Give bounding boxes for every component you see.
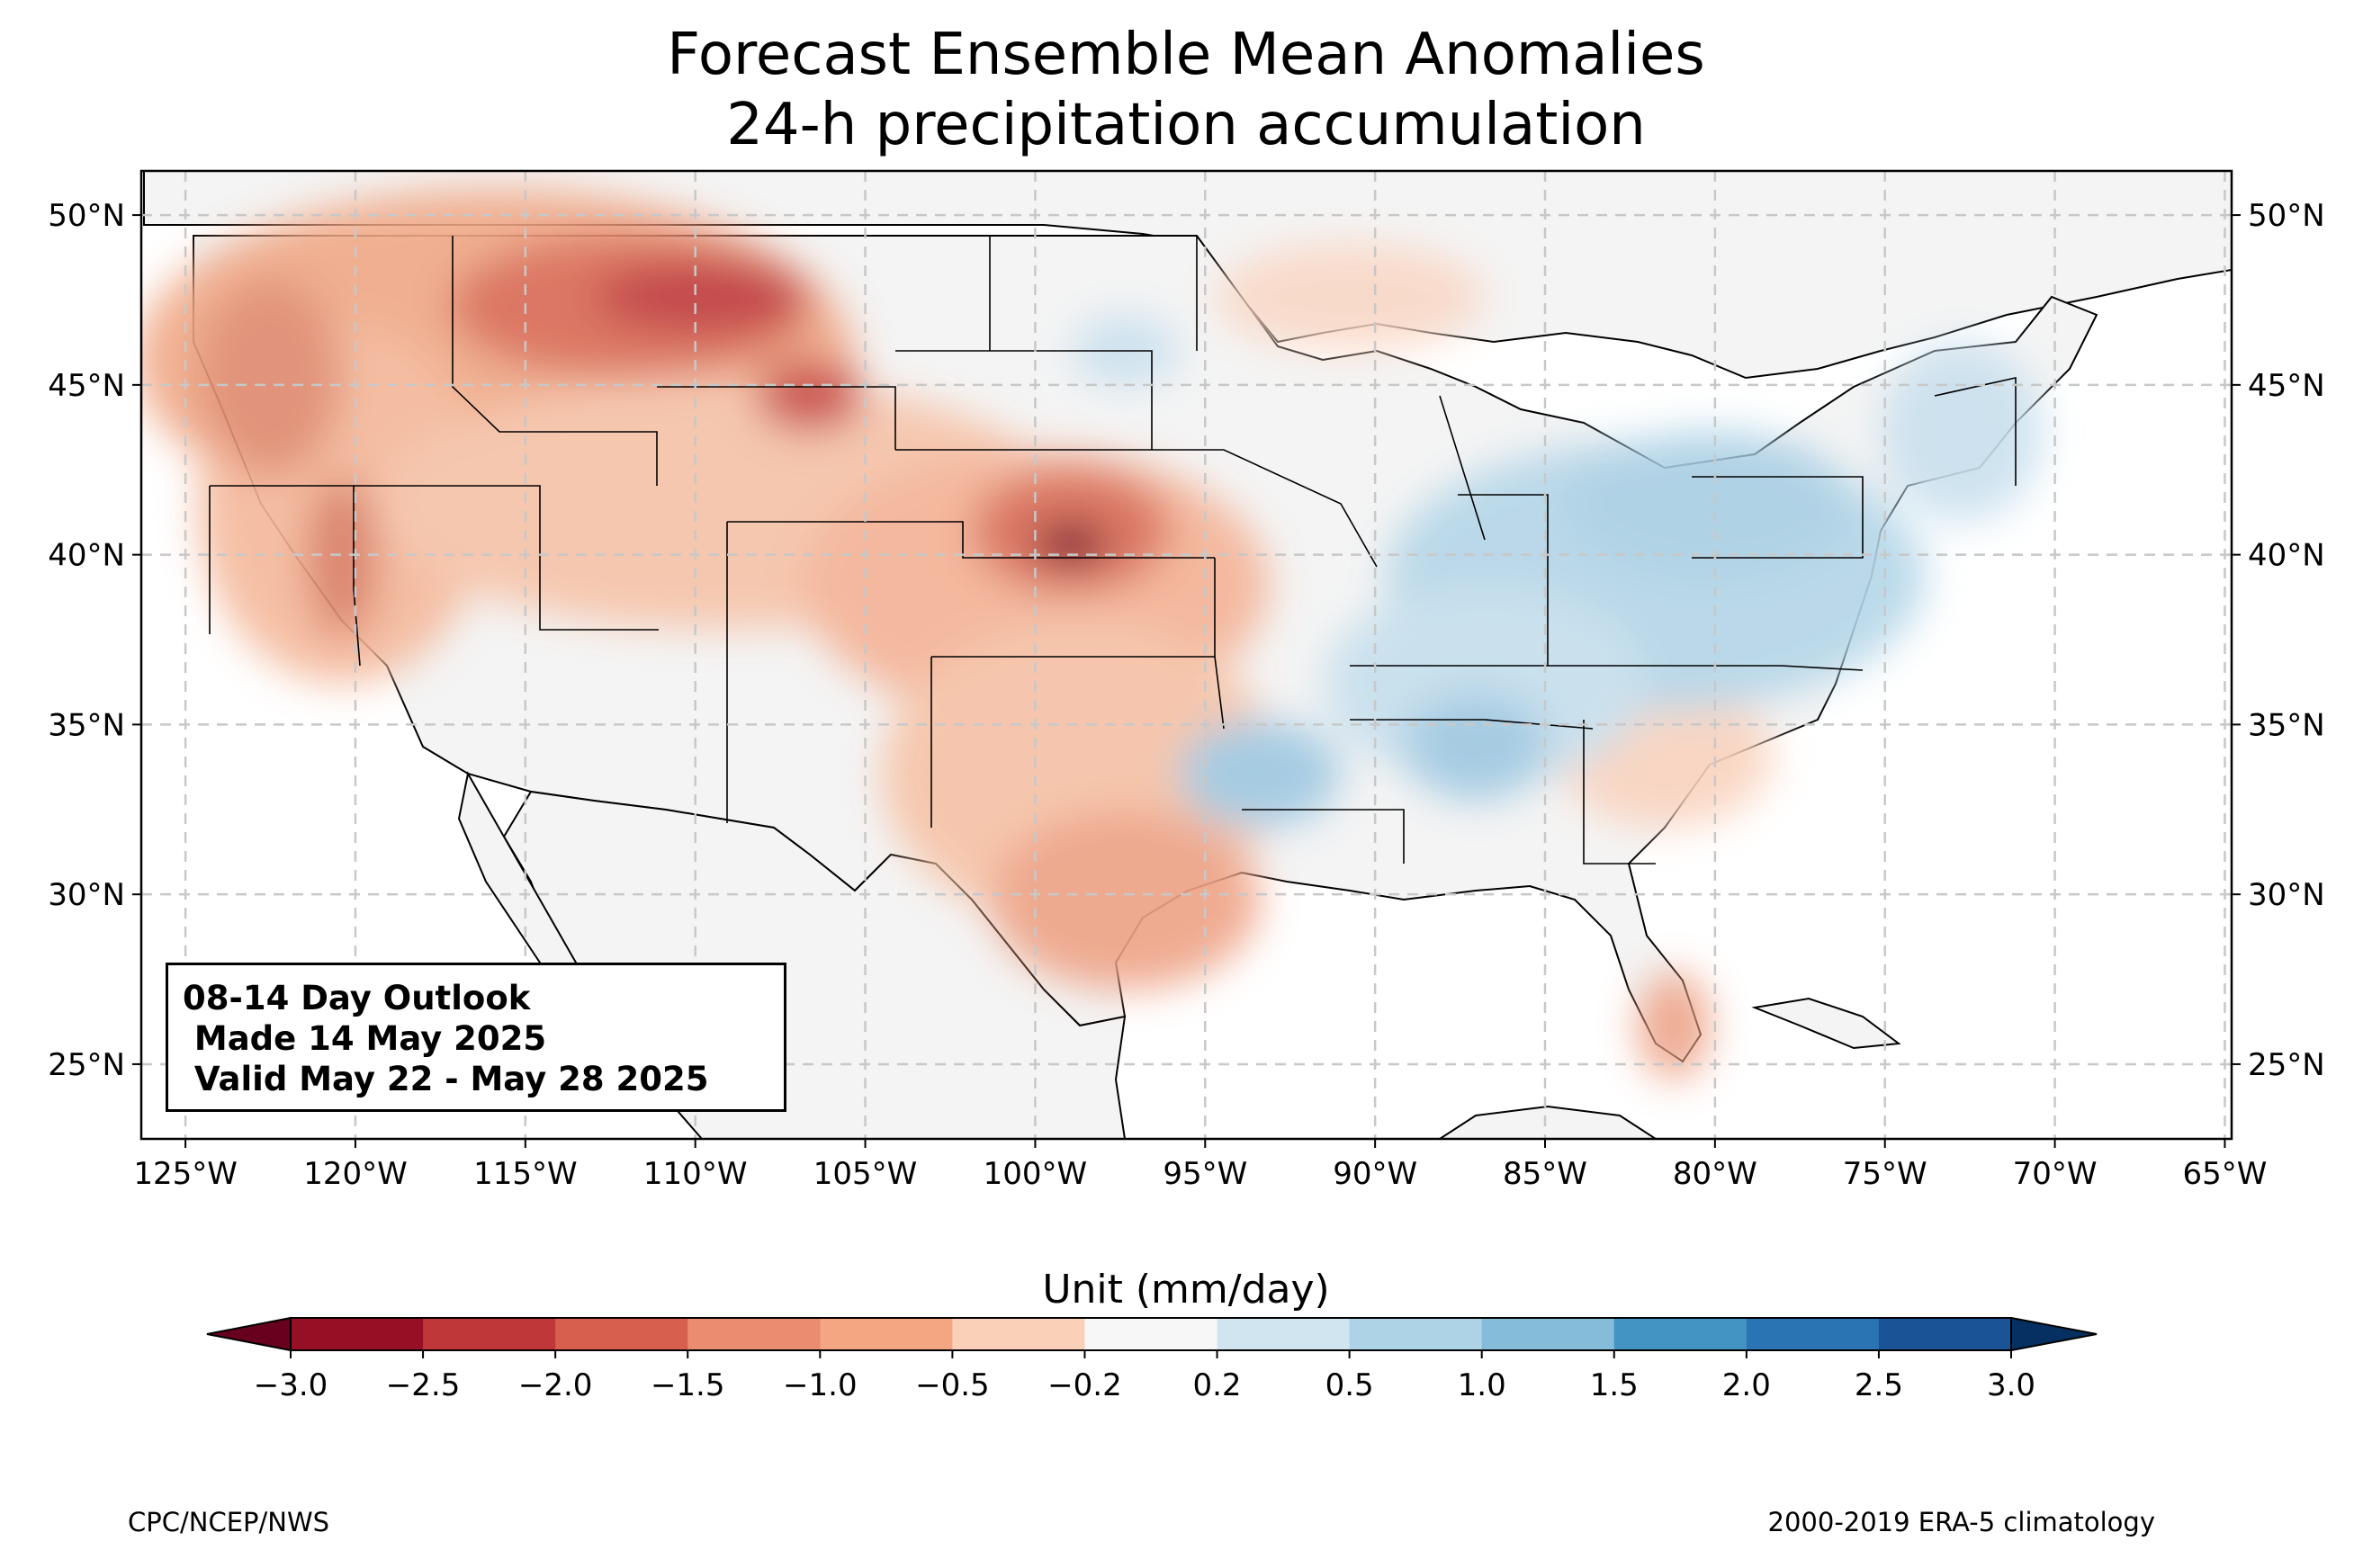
outlook-info-box: 08-14 Day Outlook Made 14 May 2025 Valid… [166,963,786,1112]
lat-tick-label-left: 25°N [48,1047,125,1083]
colorbar-segment [1084,1318,1218,1350]
lon-tick-label: 80°W [1673,1156,1757,1192]
colorbar-outline [290,1317,2012,1351]
colorbar-segment [952,1318,1085,1350]
grid-lines [141,171,2232,1139]
colorbar: −3.0 −2.5 −2.0 −1.5 −1.0 −0.5 −0.2 0.2 0.5 1.0 1.5… [206,1316,2098,1403]
outlook-line-1: 08-14 Day Outlook [183,979,531,1017]
colorbar-over-arrow [2010,1316,2098,1352]
title-line-2: 24-h precipitation accumulation [726,92,1646,158]
colorbar-tick-label: 0.5 [1325,1367,1374,1403]
lat-tick-label-left: 45°N [48,368,125,404]
latitude-ticks: 50°N 50°N 45°N 45°N 40°N 40°N 35°N 35°N 30°N 30°N… [48,198,2324,1083]
lon-tick-label: 90°W [1333,1156,1417,1192]
footer-source: CPC/NCEP/NWS [128,1507,330,1537]
lon-tick-label: 120°W [303,1156,408,1192]
colorbar-segment [1613,1318,1748,1350]
colorbar-segment [291,1318,424,1350]
lon-tick-label: 95°W [1163,1156,1247,1192]
lon-tick-label: 105°W [813,1156,918,1192]
lon-tick-label: 115°W [473,1156,578,1192]
colorbar-tick-label: −0.5 [915,1367,990,1403]
lon-tick-label: 125°W [133,1156,238,1192]
colorbar-tick-label: 2.0 [1722,1367,1771,1403]
colorbar-segment [687,1318,821,1350]
colorbar-segment [820,1318,953,1350]
lon-tick-label: 100°W [984,1156,1088,1192]
colorbar-segment [1349,1318,1483,1350]
lat-tick-label-right: 30°N [2248,877,2325,913]
lat-tick-label-left: 30°N [48,877,125,913]
colorbar-segment [423,1318,556,1350]
colorbar-tick-label: −1.0 [783,1367,858,1403]
colorbar-tick-label: −3.0 [254,1367,328,1403]
map-frame [139,169,2233,1141]
colorbar-tick-label: −1.5 [651,1367,725,1403]
lat-tick-label-right: 35°N [2248,707,2325,743]
colorbar-tick-label: 2.5 [1855,1367,1903,1403]
anomaly-field [141,189,2043,1080]
state-borders [209,236,2017,865]
lon-tick-label: 85°W [1503,1156,1587,1192]
lat-tick-label-left: 40°N [48,538,125,574]
yucatan-land [1438,1105,1658,1139]
lat-tick-label-left: 50°N [48,198,125,234]
lat-tick-label-left: 35°N [48,707,125,743]
colorbar-segment [1746,1318,1880,1350]
colorbar-tick-label: 0.2 [1192,1367,1241,1403]
lon-tick-label: 110°W [643,1156,748,1192]
lat-tick-label-right: 50°N [2248,198,2325,234]
lon-tick-label: 70°W [2013,1156,2098,1192]
colorbar-tick-label: −0.2 [1047,1367,1122,1403]
lon-tick-label: 65°W [2183,1156,2268,1192]
colorbar-segment [555,1318,688,1350]
cuba-land [1751,997,1901,1050]
colorbar-segment [1878,1318,2012,1350]
lat-tick-label-right: 45°N [2248,368,2325,404]
title-line-1: Forecast Ensemble Mean Anomalies [667,22,1705,88]
lat-tick-label-right: 40°N [2248,538,2325,574]
colorbar-tick-label: 3.0 [1987,1367,2035,1403]
colorbar-tick-label: 1.0 [1458,1367,1506,1403]
colorbar-tick-label: −2.0 [518,1367,593,1403]
outlook-line-2: Made 14 May 2025 [183,1019,547,1058]
chart-title: Forecast Ensemble Mean Anomalies 24-h pr… [0,20,2372,160]
outlook-line-3: Valid May 22 - May 28 2025 [183,1060,709,1098]
longitude-ticks: 125°W 120°W 115°W 110°W 105°W 100°W 95°W 90°W 85… [133,1139,2267,1192]
colorbar-tick-label: −2.5 [386,1367,461,1403]
colorbar-under-arrow [206,1316,292,1352]
colorbar-segment [1481,1318,1615,1350]
colorbar-label: Unit (mm/day) [1042,1267,1330,1313]
lon-tick-label: 75°W [1843,1156,1927,1192]
colorbar-tick-label: 1.5 [1590,1367,1639,1403]
colorbar-segment [1217,1318,1351,1350]
lat-tick-label-right: 25°N [2248,1047,2325,1083]
footer-climatology: 2000-2019 ERA-5 climatology [1767,1507,2155,1537]
